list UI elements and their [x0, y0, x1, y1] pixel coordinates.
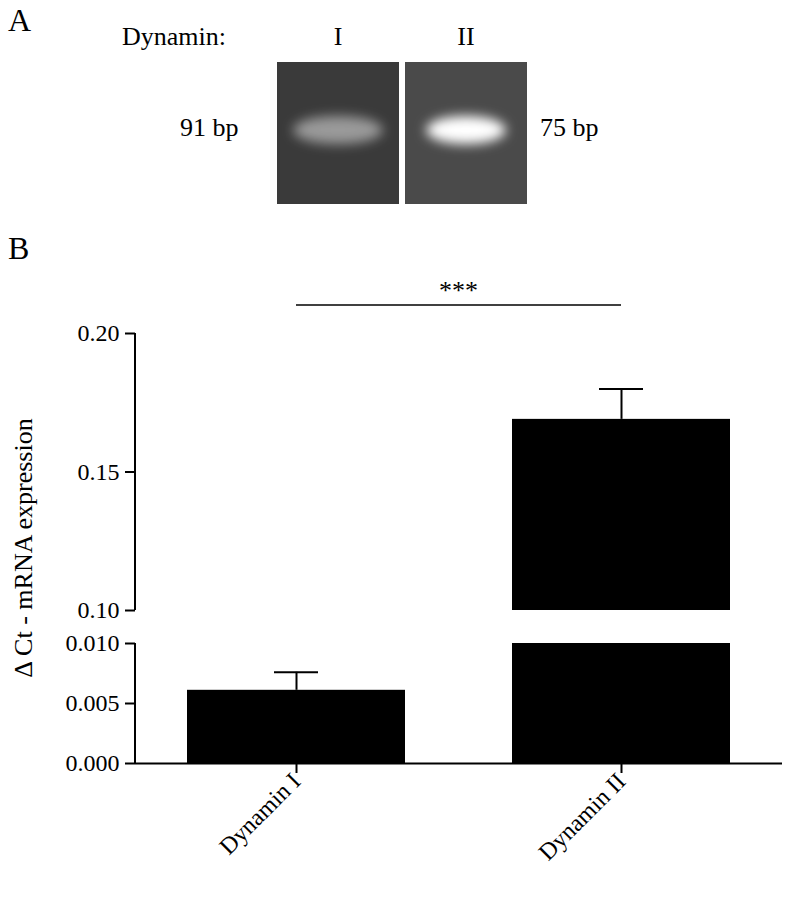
html-text:75 bp: 75 bp: [540, 113, 599, 142]
html-text:II: II: [457, 22, 475, 51]
svg-text:0.005: 0.005: [66, 690, 120, 716]
html-text:A: A: [8, 2, 32, 38]
svg-text:Dynamin II: Dynamin II: [533, 768, 630, 865]
svg-text:0.000: 0.000: [66, 750, 120, 776]
svg-text:0.10: 0.10: [78, 597, 120, 623]
svg-text:***: ***: [439, 276, 478, 305]
html-text:I: I: [333, 22, 343, 51]
svg-text:0.15: 0.15: [78, 459, 120, 485]
svg-text:Dynamin I: Dynamin I: [214, 768, 305, 859]
svg-text:0.20: 0.20: [78, 320, 120, 346]
html-text:Δ Ct - mRNA expression: Δ Ct - mRNA expression: [9, 418, 38, 678]
html-text:91 bp: 91 bp: [180, 113, 239, 142]
html-text:B: B: [8, 230, 30, 266]
svg-text:0.010: 0.010: [66, 630, 120, 656]
html-text:Dynamin:: Dynamin:: [122, 22, 226, 51]
